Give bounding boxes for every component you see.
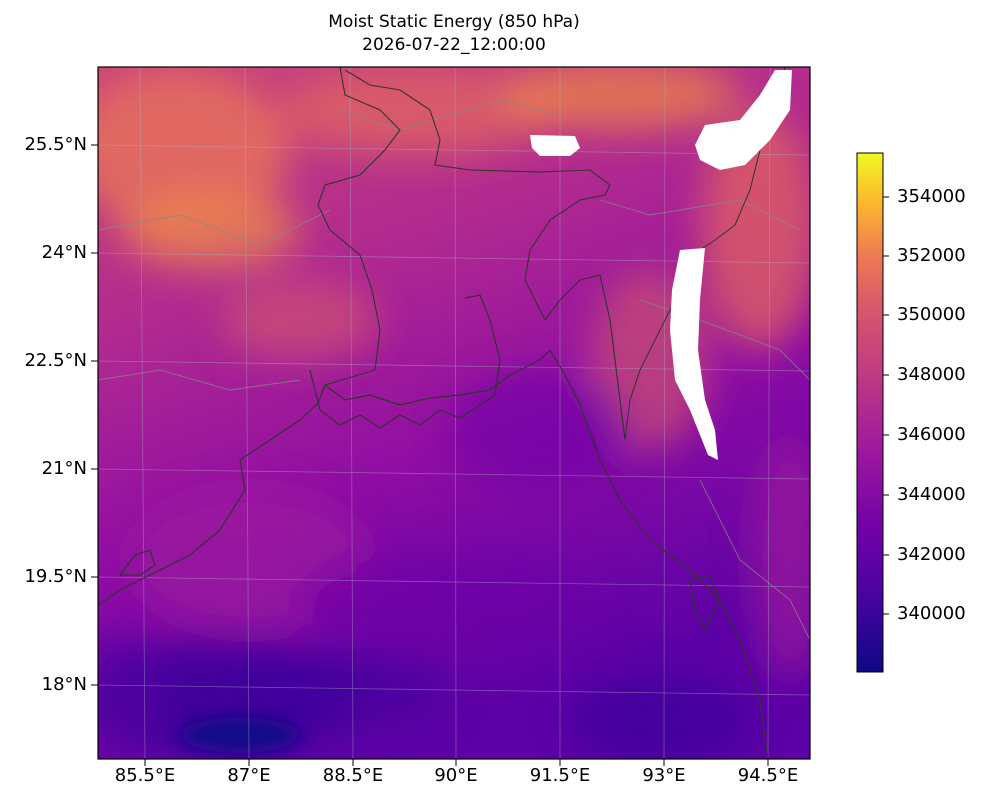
colorbar-tick-marks <box>883 196 889 615</box>
lon-label-87: 87°E <box>227 765 271 786</box>
colorbar <box>856 152 884 673</box>
lon-label-90: 90°E <box>434 765 478 786</box>
gridlines <box>98 67 810 759</box>
colorbar-label-350000: 350000 <box>897 304 966 325</box>
colorbar-label-348000: 348000 <box>897 364 966 385</box>
colorbar-label-344000: 344000 <box>897 484 966 505</box>
bangladesh-border <box>317 67 626 441</box>
lon-tick-marks <box>144 759 769 766</box>
lon-label-88-5: 88.5°E <box>322 765 384 786</box>
lon-label-94-5: 94.5°E <box>737 765 799 786</box>
lon-label-93: 93°E <box>642 765 686 786</box>
map-frame <box>97 66 811 760</box>
figure-subtitle: 2026-07-22_12:00:00 <box>362 35 546 55</box>
mse-field <box>98 67 810 759</box>
lat-label-19-5: 19.5°N <box>24 566 87 587</box>
colorbar-label-346000: 346000 <box>897 424 966 445</box>
lat-label-24: 24°N <box>41 242 87 263</box>
coastline <box>98 294 769 759</box>
colorbar-label-354000: 354000 <box>897 186 966 207</box>
lat-tick-marks <box>91 144 98 686</box>
lat-label-21: 21°N <box>41 458 87 479</box>
lat-label-18: 18°N <box>41 674 87 695</box>
colorbar-label-342000: 342000 <box>897 544 966 565</box>
figure-title: Moist Static Energy (850 hPa) <box>328 12 580 32</box>
lat-label-25-5: 25.5°N <box>24 134 87 155</box>
lon-label-91-5: 91.5°E <box>529 765 591 786</box>
lon-label-85-5: 85.5°E <box>114 765 176 786</box>
colorbar-label-352000: 352000 <box>897 245 966 266</box>
colorbar-label-340000: 340000 <box>897 603 966 624</box>
masked-no-data-regions <box>530 70 792 460</box>
lat-label-22-5: 22.5°N <box>24 350 87 371</box>
